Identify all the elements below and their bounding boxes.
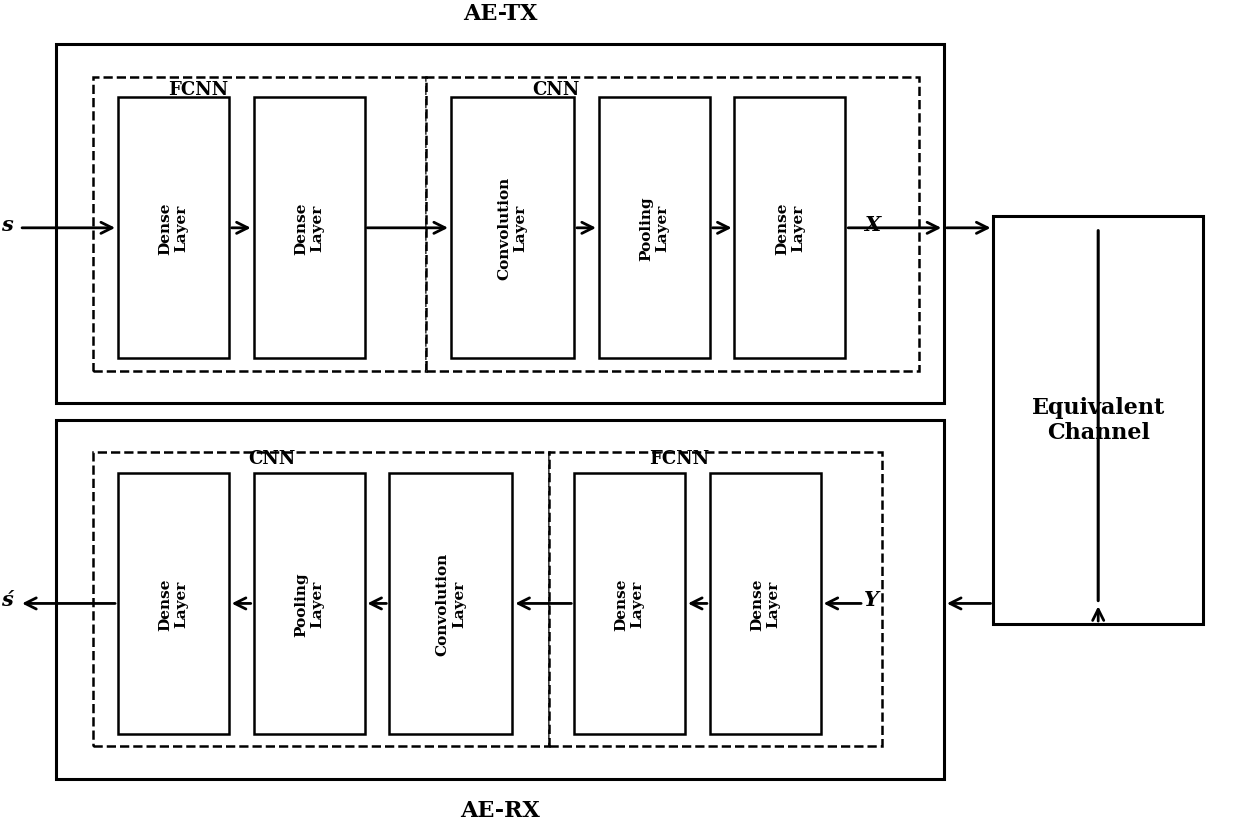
Text: AE-TX: AE-TX (463, 2, 537, 25)
FancyBboxPatch shape (253, 98, 365, 359)
FancyBboxPatch shape (427, 78, 919, 371)
Text: Equivalent
Channel: Equivalent Channel (1032, 397, 1164, 444)
FancyBboxPatch shape (93, 453, 549, 746)
FancyBboxPatch shape (389, 474, 512, 734)
Text: Dense
Layer: Dense Layer (159, 577, 188, 630)
Text: Dense
Layer: Dense Layer (615, 577, 645, 630)
Text: Pooling
Layer: Pooling Layer (639, 196, 670, 261)
Text: Dense
Layer: Dense Layer (775, 202, 805, 255)
FancyBboxPatch shape (56, 45, 944, 404)
Text: FCNN: FCNN (167, 81, 228, 99)
Text: ś: ś (1, 590, 14, 609)
FancyBboxPatch shape (253, 474, 365, 734)
Text: CNN: CNN (532, 81, 579, 99)
FancyBboxPatch shape (709, 474, 821, 734)
Text: Convolution
Layer: Convolution Layer (497, 177, 527, 280)
Text: Convolution
Layer: Convolution Layer (435, 552, 466, 655)
Text: Pooling
Layer: Pooling Layer (294, 571, 324, 636)
Text: CNN: CNN (248, 450, 295, 468)
Text: FCNN: FCNN (649, 450, 709, 468)
FancyBboxPatch shape (118, 98, 229, 359)
FancyBboxPatch shape (56, 420, 944, 779)
FancyBboxPatch shape (734, 98, 846, 359)
FancyBboxPatch shape (118, 474, 229, 734)
Text: s: s (1, 214, 14, 234)
FancyBboxPatch shape (451, 98, 574, 359)
Text: Y: Y (864, 590, 879, 609)
FancyBboxPatch shape (93, 78, 427, 371)
Text: AE-RX: AE-RX (460, 800, 541, 821)
Text: X: X (864, 214, 880, 234)
FancyBboxPatch shape (574, 474, 686, 734)
FancyBboxPatch shape (993, 216, 1203, 624)
Text: Dense
Layer: Dense Layer (294, 202, 324, 255)
Text: Dense
Layer: Dense Layer (750, 577, 780, 630)
FancyBboxPatch shape (549, 453, 883, 746)
FancyBboxPatch shape (599, 98, 709, 359)
Text: Dense
Layer: Dense Layer (159, 202, 188, 255)
